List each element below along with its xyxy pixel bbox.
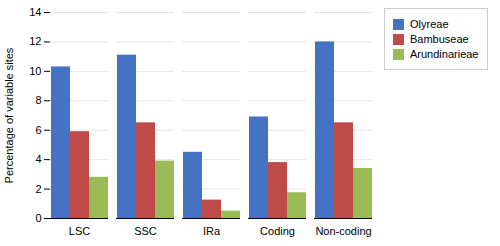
html-text:Olyreae: Olyreae xyxy=(410,18,449,30)
svg-text:8: 8 xyxy=(35,94,41,106)
svg-text:SSC: SSC xyxy=(134,225,157,237)
svg-text:Coding: Coding xyxy=(260,225,295,237)
svg-text:Non-coding: Non-coding xyxy=(315,225,371,237)
svg-text:12: 12 xyxy=(29,35,41,47)
svg-text:2: 2 xyxy=(35,183,41,195)
svg-text:4: 4 xyxy=(35,153,41,165)
html-text:Arundinarieae: Arundinarieae xyxy=(410,48,479,60)
svg-text:14: 14 xyxy=(29,6,41,18)
svg-text:LSC: LSC xyxy=(69,225,90,237)
svg-text:10: 10 xyxy=(29,65,41,77)
html-text:Bambuseae: Bambuseae xyxy=(410,33,469,45)
svg-text:6: 6 xyxy=(35,124,41,136)
svg-text:Percentage of variable sites: Percentage of variable sites xyxy=(3,47,15,183)
svg-text:0: 0 xyxy=(35,212,41,224)
svg-text:IRa: IRa xyxy=(203,225,221,237)
